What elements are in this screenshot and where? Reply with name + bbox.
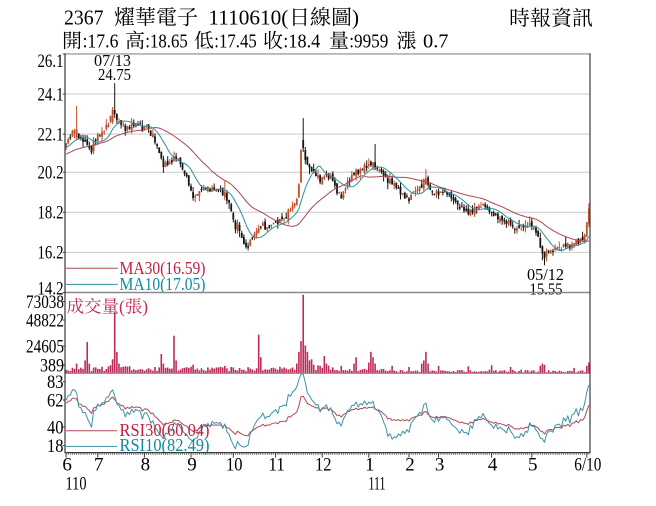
svg-text:15.55: 15.55 (530, 280, 563, 299)
svg-text:07/13: 07/13 (94, 51, 131, 70)
svg-text::17.6: :17.6 (83, 32, 119, 53)
svg-text:6/10: 6/10 (574, 455, 601, 476)
svg-text:7: 7 (94, 455, 104, 476)
svg-text:18: 18 (47, 436, 64, 457)
svg-text:83: 83 (47, 372, 64, 393)
svg-text:): ) (142, 297, 148, 317)
svg-text:48822: 48822 (26, 310, 64, 331)
svg-text:22.1: 22.1 (38, 124, 64, 145)
svg-text:24605: 24605 (26, 336, 64, 357)
svg-text:2367: 2367 (64, 6, 104, 30)
svg-text::9959: :9959 (349, 32, 388, 53)
svg-text:26.1: 26.1 (38, 51, 64, 72)
svg-text:9: 9 (187, 455, 197, 476)
svg-text:05/12: 05/12 (527, 265, 564, 284)
svg-text:MA30(16.59): MA30(16.59) (120, 258, 206, 279)
svg-text:RSI10(82.49): RSI10(82.49) (120, 435, 210, 456)
svg-text:11: 11 (268, 455, 285, 476)
svg-text:24.75: 24.75 (98, 65, 131, 84)
svg-text:2: 2 (405, 455, 415, 476)
svg-text::18.65: :18.65 (145, 32, 188, 53)
svg-text:5: 5 (528, 455, 538, 476)
svg-text:): ) (352, 6, 359, 30)
svg-text:3: 3 (435, 455, 445, 476)
svg-text:24.1: 24.1 (38, 84, 64, 105)
svg-text:(: ( (119, 297, 125, 317)
svg-text:389: 389 (40, 355, 64, 376)
svg-text:18.2: 18.2 (38, 203, 64, 224)
svg-text::18.4: :18.4 (283, 32, 320, 53)
svg-text:10: 10 (226, 455, 243, 476)
svg-text:1110610(: 1110610( (208, 6, 288, 30)
svg-text:4: 4 (488, 455, 498, 476)
svg-text:MA10(17.05): MA10(17.05) (120, 274, 206, 295)
svg-text:73038: 73038 (26, 292, 64, 313)
svg-text:12: 12 (315, 455, 332, 476)
svg-text:RSI30(60.04): RSI30(60.04) (120, 420, 210, 441)
svg-text:1: 1 (365, 455, 375, 476)
svg-text:111: 111 (369, 474, 386, 495)
svg-text:62: 62 (47, 390, 64, 411)
svg-text:16.2: 16.2 (38, 243, 64, 264)
svg-text:8: 8 (141, 455, 151, 476)
svg-text:20.2: 20.2 (38, 163, 64, 184)
svg-text:110: 110 (66, 474, 87, 495)
svg-text::17.45: :17.45 (214, 32, 256, 53)
svg-text:40: 40 (47, 417, 64, 438)
svg-text:0.7: 0.7 (423, 32, 449, 53)
svg-text:6: 6 (62, 455, 72, 476)
svg-text:14.2: 14.2 (38, 278, 64, 299)
